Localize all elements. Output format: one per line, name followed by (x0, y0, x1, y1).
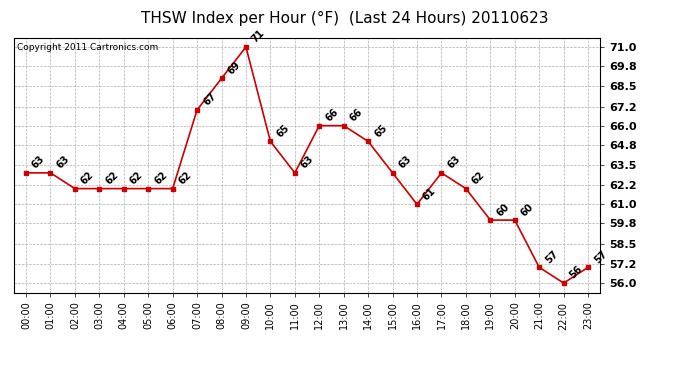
Text: 57: 57 (543, 249, 560, 265)
Text: 63: 63 (299, 154, 315, 171)
Text: 56: 56 (568, 264, 584, 281)
Text: 62: 62 (128, 170, 144, 186)
Text: 61: 61 (421, 186, 437, 202)
Text: 66: 66 (324, 107, 340, 123)
Text: 63: 63 (397, 154, 413, 171)
Text: Copyright 2011 Cartronics.com: Copyright 2011 Cartronics.com (17, 43, 158, 52)
Text: 71: 71 (250, 28, 267, 45)
Text: 60: 60 (519, 201, 535, 218)
Text: 63: 63 (30, 154, 47, 171)
Text: 65: 65 (373, 123, 389, 139)
Text: 63: 63 (446, 154, 462, 171)
Text: 62: 62 (177, 170, 193, 186)
Text: 62: 62 (470, 170, 486, 186)
Text: 57: 57 (592, 249, 609, 265)
Text: 69: 69 (226, 60, 242, 76)
Text: 66: 66 (348, 107, 364, 123)
Text: THSW Index per Hour (°F)  (Last 24 Hours) 20110623: THSW Index per Hour (°F) (Last 24 Hours)… (141, 11, 549, 26)
Text: 62: 62 (152, 170, 169, 186)
Text: 67: 67 (201, 91, 218, 108)
Text: 60: 60 (495, 201, 511, 218)
Text: 62: 62 (79, 170, 96, 186)
Text: 65: 65 (275, 123, 291, 139)
Text: 63: 63 (55, 154, 71, 171)
Text: 62: 62 (104, 170, 120, 186)
